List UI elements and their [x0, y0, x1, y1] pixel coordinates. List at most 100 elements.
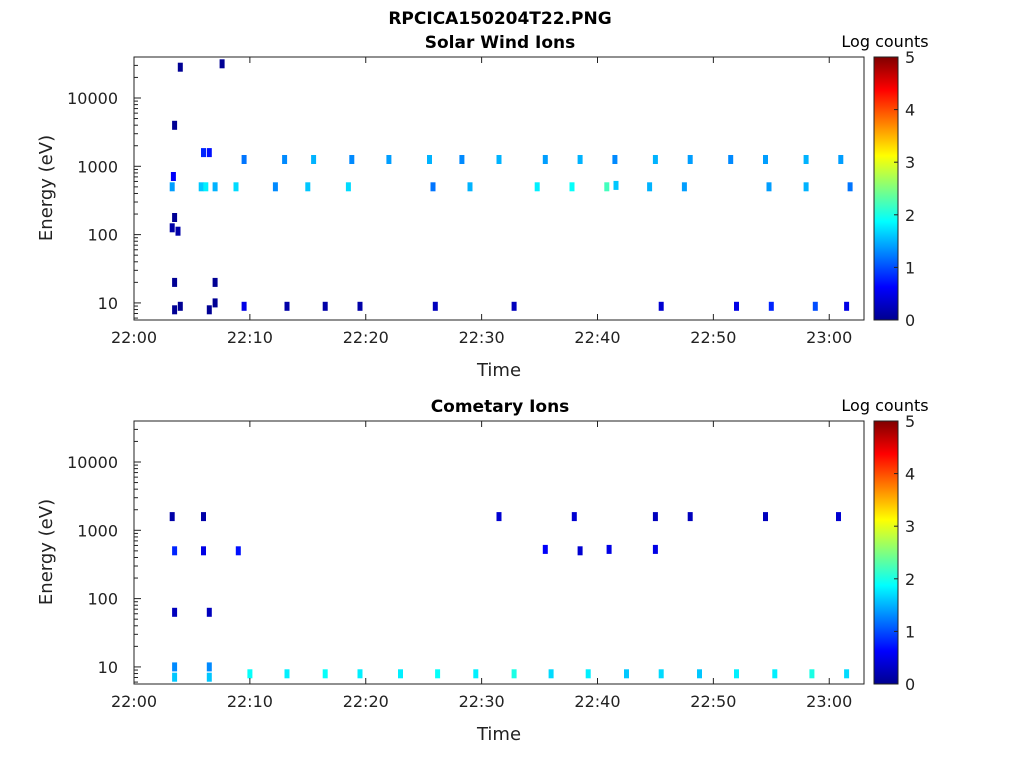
- heatmap-cell: [284, 301, 290, 311]
- heatmap-cell: [836, 512, 841, 522]
- heatmap-cell: [844, 301, 850, 311]
- heatmap-cell: [357, 301, 363, 311]
- heatmap-cell: [172, 305, 178, 315]
- heatmap-cell: [432, 301, 438, 311]
- heatmap-cell: [206, 672, 212, 682]
- heatmap-cell: [233, 182, 239, 192]
- y-tick-label: 10: [98, 658, 118, 677]
- heatmap-cell: [177, 301, 183, 311]
- heatmap-cell: [569, 182, 575, 192]
- colorbar-tick-label: 2: [905, 570, 915, 589]
- colorbar-ticks-cometary: 0 1 2 3 4 5: [894, 412, 915, 694]
- heatmap-cells-cometary: [169, 512, 850, 682]
- heatmap-cell: [172, 277, 178, 287]
- heatmap-cell: [734, 301, 739, 311]
- heatmap-cell: [172, 672, 178, 682]
- colorbar-tick-label: 5: [905, 48, 915, 67]
- heatmap-cell: [652, 512, 658, 522]
- heatmap-cell: [809, 669, 815, 679]
- x-tick-label: 23:00: [806, 328, 852, 347]
- heatmap-cell: [652, 544, 658, 554]
- heatmap-cell: [652, 155, 658, 164]
- heatmap-cell: [235, 546, 241, 556]
- x-tick-label: 22:20: [343, 692, 389, 711]
- heatmap-cell: [542, 155, 548, 164]
- heatmap-cell: [838, 155, 844, 164]
- colorbar-cometary: [873, 420, 899, 685]
- heatmap-cell: [511, 669, 517, 679]
- colorbar-tick-label: 2: [905, 206, 915, 225]
- colorbar-tick-label: 4: [905, 101, 915, 120]
- heatmap-cell: [496, 155, 502, 164]
- x-ticks-solar-wind: 22:00 22:10 22:20 22:30 22:40 22:50 23:00: [111, 57, 852, 347]
- heatmap-cell: [172, 607, 178, 617]
- heatmap-cell: [169, 512, 175, 522]
- heatmap-cell: [206, 662, 212, 672]
- heatmap-cell: [172, 662, 178, 672]
- y-tick-label: 100: [87, 590, 118, 609]
- heatmap-cell: [170, 172, 176, 181]
- heatmap-cell: [169, 223, 175, 233]
- heatmap-cell: [681, 182, 687, 192]
- heatmap-cell: [772, 669, 778, 679]
- heatmap-cell: [473, 669, 479, 679]
- heatmap-cell: [206, 148, 212, 158]
- heatmap-cell: [577, 546, 583, 556]
- heatmap-cell: [322, 301, 328, 311]
- heatmap-cell: [647, 182, 653, 192]
- y-tick-label: 1000: [77, 521, 118, 540]
- heatmap-cell: [311, 155, 317, 164]
- colorbar-label-solar-wind: Log counts: [841, 32, 928, 51]
- heatmap-cell: [175, 226, 181, 236]
- x-tick-label: 22:20: [343, 328, 389, 347]
- heatmap-cell: [534, 182, 540, 192]
- colorbar-tick-label: 0: [905, 311, 915, 330]
- heatmap-cell: [282, 155, 288, 164]
- heatmap-cell: [467, 182, 473, 192]
- heatmap-cell: [613, 180, 619, 190]
- panel-title-solar-wind: Solar Wind Ions: [425, 33, 576, 53]
- heatmap-cell: [511, 301, 517, 311]
- heatmap-cell: [212, 277, 218, 287]
- heatmap-cell: [734, 669, 739, 679]
- heatmap-cell: [198, 182, 204, 192]
- panel-cometary: Cometary Ions 22:00 22:10 22:20 22:30 22:40 2…: [36, 396, 929, 745]
- x-tick-label: 22:00: [111, 328, 157, 347]
- heatmap-cell: [219, 59, 225, 69]
- x-tick-label: 22:50: [690, 692, 736, 711]
- x-tick-label: 22:30: [459, 692, 505, 711]
- heatmap-cell: [284, 669, 290, 679]
- y-ticks-cometary: 10 100 1000 10000: [67, 428, 141, 683]
- y-tick-label: 10000: [67, 89, 118, 108]
- heatmap-cells-solar-wind: [169, 59, 853, 315]
- heatmap-cell: [201, 546, 206, 556]
- y-axis-label-solar-wind: Energy (eV): [36, 135, 57, 241]
- heatmap-cell: [763, 155, 768, 164]
- heatmap-cell: [766, 182, 772, 192]
- heatmap-cell: [247, 669, 253, 679]
- colorbar-tick-label: 4: [905, 465, 915, 484]
- x-tick-label: 22:50: [690, 328, 736, 347]
- figure-title: RPCICA150204T22.PNG: [388, 9, 611, 29]
- heatmap-cell: [571, 512, 577, 522]
- heatmap-cell: [322, 669, 328, 679]
- y-tick-label: 1000: [77, 157, 118, 176]
- heatmap-cell: [349, 155, 355, 164]
- heatmap-cell: [847, 182, 853, 192]
- colorbar-tick-label: 5: [905, 412, 915, 431]
- heatmap-cell: [169, 182, 175, 192]
- heatmap-cell: [177, 62, 183, 72]
- x-tick-label: 22:10: [227, 692, 273, 711]
- y-tick-label: 10: [98, 294, 118, 313]
- x-axis-label-solar-wind: Time: [476, 360, 521, 381]
- plot-frame-solar-wind: [133, 56, 865, 321]
- heatmap-cell: [386, 155, 392, 164]
- heatmap-cell: [585, 669, 591, 679]
- heatmap-cell: [803, 155, 809, 164]
- heatmap-cell: [728, 155, 734, 164]
- heatmap-cell: [604, 182, 610, 192]
- panel-title-cometary: Cometary Ions: [431, 397, 570, 417]
- heatmap-cell: [241, 155, 247, 164]
- colorbar-label-cometary: Log counts: [841, 396, 928, 415]
